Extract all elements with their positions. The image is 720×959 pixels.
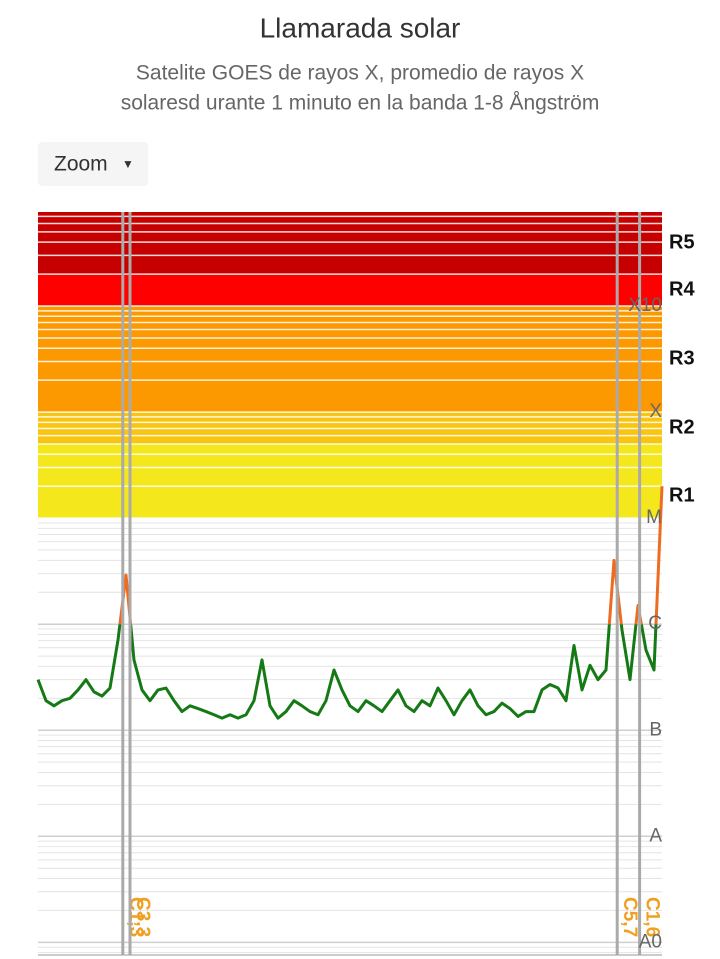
y-tick-label: A: [649, 825, 662, 846]
scale-band: [38, 274, 662, 307]
chart-title: Llamarada solar: [260, 12, 461, 43]
flux-line: [36, 624, 658, 720]
scale-label: R3: [669, 347, 695, 369]
flare-label: C3,3: [132, 897, 153, 937]
y-tick-label: X: [649, 401, 662, 422]
zoom-button[interactable]: Zoom ▼: [38, 142, 148, 186]
scale-label: R4: [669, 278, 695, 300]
zoom-caret[interactable]: ▼: [122, 157, 134, 171]
flare-label: C5,7: [619, 897, 640, 937]
scale-label: R2: [669, 416, 695, 438]
y-tick-label: A0: [639, 931, 662, 952]
scale-band: [38, 306, 662, 413]
scale-label: R1: [669, 484, 695, 506]
scale-label: R5: [669, 231, 695, 253]
scale-band: [38, 444, 662, 519]
y-tick-label: M: [646, 507, 662, 528]
zoom-button-bg[interactable]: [38, 142, 148, 186]
flare-label: C1,6: [642, 897, 663, 937]
zoom-label[interactable]: Zoom: [54, 153, 108, 176]
y-tick-label: X10: [628, 295, 662, 316]
y-tick-label: C: [648, 613, 662, 634]
y-tick-label: B: [649, 719, 662, 740]
scale-band: [38, 212, 662, 275]
chart-subtitle: Satelite GOES de rayos X, promedio de ra…: [136, 62, 584, 85]
chart-subtitle: solaresd urante 1 minuto en la banda 1-8…: [121, 92, 600, 115]
